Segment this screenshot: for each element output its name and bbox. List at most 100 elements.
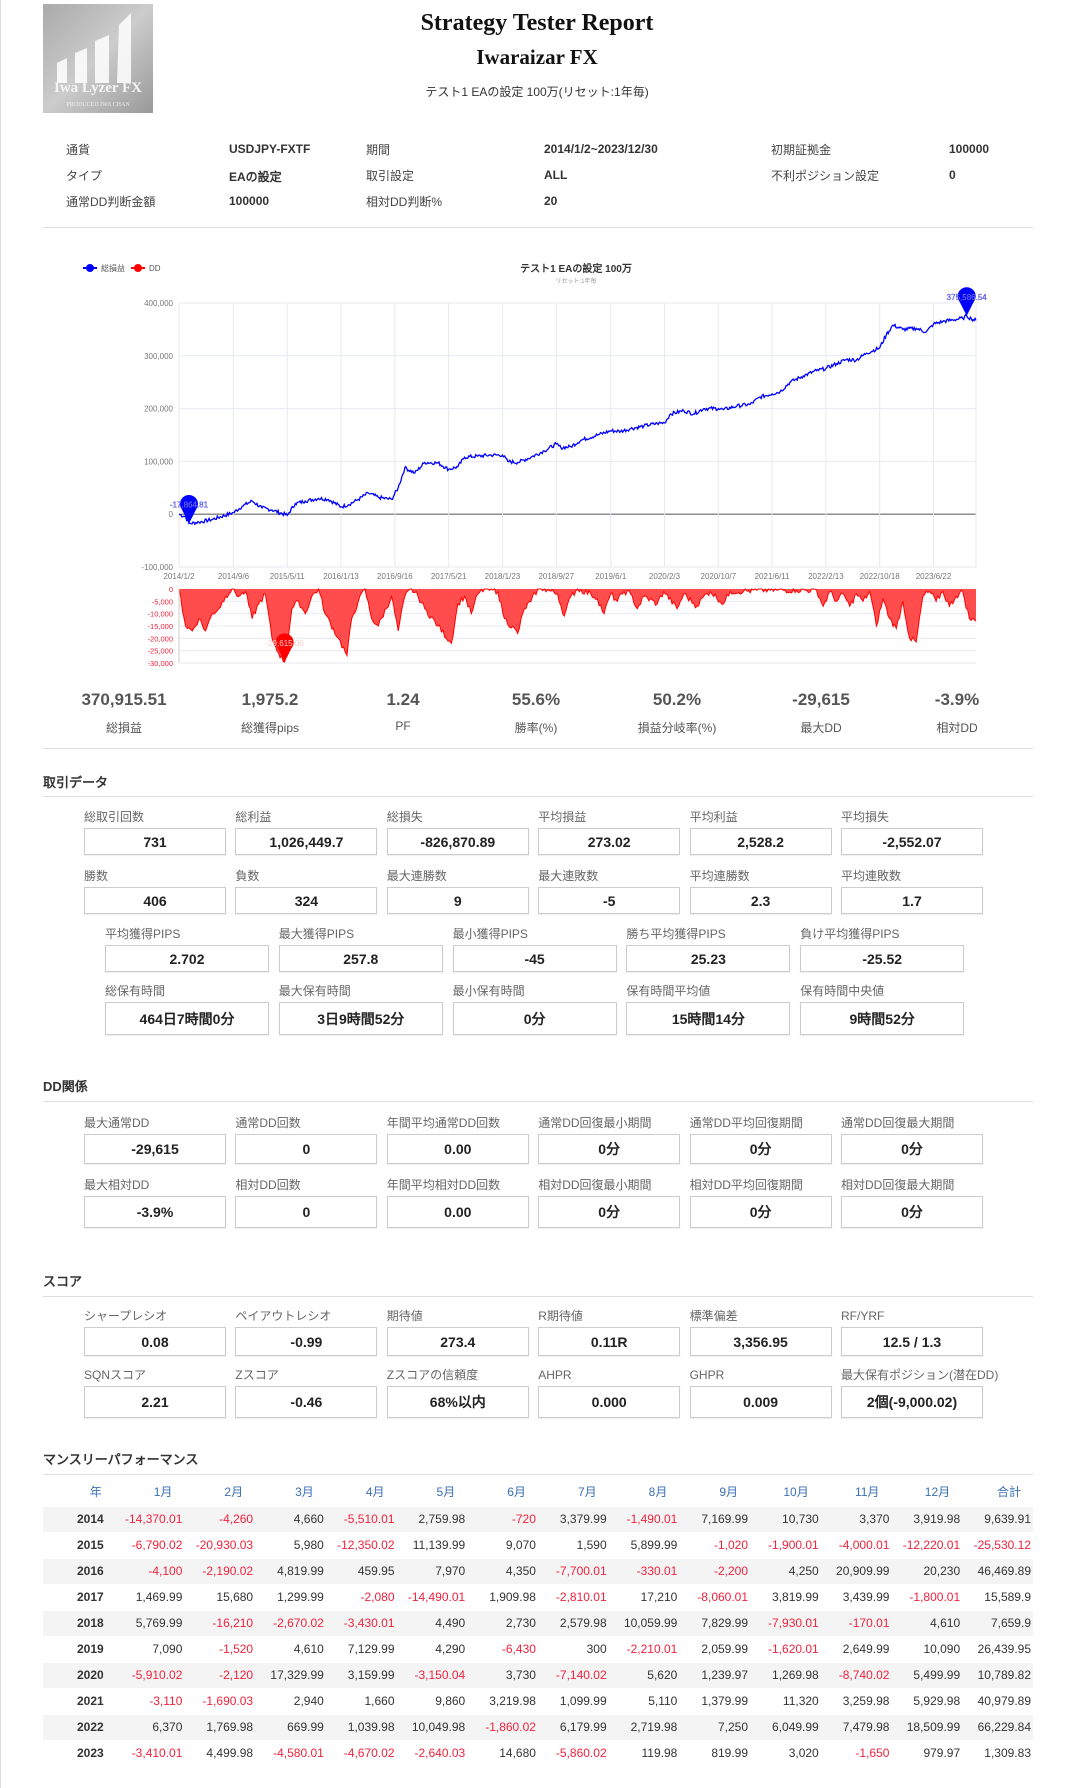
month-value-cell: -2,210.01 xyxy=(608,1635,680,1662)
metric-label: 保有時間平均値 xyxy=(626,984,711,998)
month-value-cell: 6,179.99 xyxy=(537,1713,609,1740)
metric-value: 2.702 xyxy=(105,945,269,972)
metric-label: 年間平均相対DD回数 xyxy=(386,1178,501,1192)
metric-label: 負け平均獲得PIPS xyxy=(800,927,900,941)
month-value-cell: -4,670.02 xyxy=(325,1739,397,1766)
metric-cell: 総利益 1,026,449.7 xyxy=(235,808,378,855)
metric-label: 最小保有時間 xyxy=(452,984,525,998)
metric-cell: 勝ち平均獲得PIPS 25.23 xyxy=(626,925,791,972)
month-value-cell: 4,250 xyxy=(750,1557,821,1584)
metric-cell: 最大相対DD -3.9% xyxy=(84,1176,226,1228)
month-value-cell: 3,819.99 xyxy=(750,1583,821,1610)
metric-value: 0.009 xyxy=(689,1386,832,1418)
month-value-cell: -20,930.03 xyxy=(184,1531,256,1558)
month-value-cell: 1,239.97 xyxy=(679,1661,751,1688)
metric-cell: Zスコア -0.46 xyxy=(235,1366,378,1418)
chart-title: テスト1 EAの設定 100万 xyxy=(520,262,632,275)
month-value-cell: -6,430 xyxy=(467,1635,538,1662)
metric-label: シャープレシオ xyxy=(84,1309,168,1323)
divider xyxy=(43,1101,1033,1102)
month-value-cell: 3,919.98 xyxy=(891,1505,963,1532)
month-value-cell: 5,899.99 xyxy=(608,1531,680,1558)
metric-label: 最大連勝数 xyxy=(386,869,447,883)
dd-y-tick-label: -20,000 xyxy=(148,634,173,643)
month-value-cell: 819.99 xyxy=(679,1739,751,1766)
month-value-cell: -4,260 xyxy=(184,1505,256,1532)
metric-value: -0.99 xyxy=(235,1327,378,1356)
legend-marker-icon xyxy=(86,264,94,272)
month-value-cell: 979.97 xyxy=(891,1739,963,1766)
month-value-cell: 1,660 xyxy=(325,1687,397,1714)
metric-cell: 平均連勝数 2.3 xyxy=(689,867,832,914)
month-value-cell: 7,970 xyxy=(396,1557,468,1584)
month-value-cell: -3,430.01 xyxy=(325,1609,397,1636)
marker-label: -17,864.81 xyxy=(170,501,209,510)
metric-value: -45 xyxy=(452,945,617,972)
metric-cell: 通常DD平均回復期間 0分 xyxy=(689,1114,832,1164)
month-value-cell: 1,309.83 xyxy=(962,1739,1033,1766)
metric-value: 2.3 xyxy=(689,887,832,914)
metric-cell: 最大獲得PIPS 257.8 xyxy=(278,925,443,972)
metric-cell: 保有時間平均値 15時間14分 xyxy=(626,982,791,1035)
metric-cell: 最大連勝数 9 xyxy=(386,867,529,914)
table-row: 2023 -3,410.01 4,499.98 -4,580.01 -4,670.02-… xyxy=(43,1739,1033,1766)
column-header: 1月 xyxy=(153,1485,173,1500)
month-value-cell: -2,200 xyxy=(679,1557,751,1584)
month-value-cell: -8,740.02 xyxy=(820,1661,892,1688)
legend-label: 総損益 xyxy=(101,263,125,273)
month-value-cell: -4,580.01 xyxy=(255,1739,326,1766)
month-value-cell: 9,070 xyxy=(467,1531,538,1558)
month-value-cell: -8,060.01 xyxy=(679,1583,751,1610)
month-value-cell: 1,299.99 xyxy=(255,1583,326,1610)
month-value-cell: 4,610 xyxy=(891,1609,963,1636)
metric-label: 通常DD回復最大期間 xyxy=(841,1116,955,1130)
info-label: 不利ポジション設定 xyxy=(771,169,880,183)
month-value-cell: -14,370.01 xyxy=(113,1505,185,1532)
metric-value: 0 xyxy=(235,1134,378,1164)
summary-label: 相対DD xyxy=(936,721,978,735)
metric-value: 0.08 xyxy=(84,1327,226,1356)
year-cell: 2020 xyxy=(43,1661,114,1688)
metric-label: Zスコアの信頼度 xyxy=(386,1368,479,1382)
info-value: EAの設定 xyxy=(229,170,282,184)
month-value-cell: 15,589.9 xyxy=(962,1583,1033,1610)
metric-value: -3.9% xyxy=(84,1196,226,1228)
metric-label: 平均獲得PIPS xyxy=(105,927,181,941)
month-value-cell: 6,049.99 xyxy=(750,1713,821,1740)
metric-label: 最大連敗数 xyxy=(538,869,599,883)
metric-cell: 平均損失 -2,552.07 xyxy=(841,808,983,855)
y-tick-label: -100,000 xyxy=(141,563,173,572)
metric-cell: 相対DD回数 0 xyxy=(235,1176,378,1228)
metric-value: 68%以内 xyxy=(386,1386,529,1418)
summary-value: 1.24 xyxy=(386,690,420,709)
summary-label: 最大DD xyxy=(800,721,842,735)
month-value-cell: 3,219.98 xyxy=(467,1687,538,1714)
table-row: 2018 5,769.99 -16,210 -2,670.02 -3,430.01 4,4… xyxy=(43,1609,1033,1636)
info-label: 期間 xyxy=(366,143,391,157)
month-value-cell: -12,220.01 xyxy=(891,1531,963,1558)
month-value-cell: 2,649.99 xyxy=(820,1635,892,1662)
x-tick-label: 2016/1/13 xyxy=(323,572,359,581)
month-value-cell: -1,650 xyxy=(820,1739,892,1766)
y-tick-label: 200,000 xyxy=(144,405,173,414)
divider xyxy=(43,227,1033,228)
summary-value: 370,915.51 xyxy=(81,690,167,709)
month-value-cell: 5,769.99 xyxy=(113,1609,185,1636)
month-value-cell: -16,210 xyxy=(184,1609,256,1636)
column-header: 12月 xyxy=(924,1485,951,1500)
month-value-cell: 3,730 xyxy=(467,1661,538,1688)
section-title-trade: 取引データ xyxy=(43,775,109,790)
metric-label: ペイアウトレシオ xyxy=(235,1309,332,1323)
metric-label: 平均損失 xyxy=(841,810,890,824)
table-row: 2016 -4,100 -2,190.02 4,819.99 459.95 7,970 4,… xyxy=(43,1557,1033,1584)
metric-cell: 負け平均獲得PIPS -25.52 xyxy=(800,925,965,972)
month-value-cell: -170.01 xyxy=(820,1609,892,1636)
month-value-cell: 119.98 xyxy=(608,1739,680,1766)
month-value-cell: 669.99 xyxy=(255,1713,326,1740)
report-title: Strategy Tester Report xyxy=(420,10,654,36)
month-value-cell: 9,860 xyxy=(396,1687,468,1714)
month-value-cell: 5,620 xyxy=(608,1661,680,1688)
legend-label: DD xyxy=(149,264,161,273)
month-value-cell: -1,690.03 xyxy=(184,1687,256,1714)
metric-label: 負数 xyxy=(235,869,260,883)
